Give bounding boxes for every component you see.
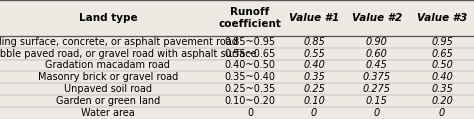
Text: 0.85: 0.85 [303, 37, 325, 47]
Text: Large rubble paved road, or gravel road with asphalt surface: Large rubble paved road, or gravel road … [0, 49, 256, 59]
Text: 0.95: 0.95 [431, 37, 453, 47]
Text: Building surface, concrete, or asphalt pavement road: Building surface, concrete, or asphalt p… [0, 37, 238, 47]
Text: 0: 0 [439, 108, 445, 118]
Text: 0.65: 0.65 [431, 49, 453, 59]
Text: 0.45: 0.45 [366, 60, 388, 70]
Text: 0.10~0.20: 0.10~0.20 [225, 96, 275, 106]
Text: 0.25~0.35: 0.25~0.35 [224, 84, 276, 94]
Text: Value #2: Value #2 [352, 13, 402, 23]
Text: 0.40: 0.40 [303, 60, 325, 70]
Text: 0.10: 0.10 [303, 96, 325, 106]
Text: Unpaved soil road: Unpaved soil road [64, 84, 152, 94]
Text: 0.55~0.65: 0.55~0.65 [224, 49, 276, 59]
Text: 0.60: 0.60 [366, 49, 388, 59]
Text: Gradation macadam road: Gradation macadam road [46, 60, 170, 70]
Text: Value #3: Value #3 [417, 13, 467, 23]
Text: 0: 0 [374, 108, 380, 118]
Text: 0.35: 0.35 [431, 84, 453, 94]
Text: 0.35~0.40: 0.35~0.40 [225, 72, 275, 82]
Text: 0: 0 [311, 108, 317, 118]
Text: Land type: Land type [79, 13, 137, 23]
Text: 0.375: 0.375 [363, 72, 391, 82]
Text: 0.40: 0.40 [431, 72, 453, 82]
Text: Value #1: Value #1 [289, 13, 339, 23]
Text: 0.90: 0.90 [366, 37, 388, 47]
Text: Garden or green land: Garden or green land [56, 96, 160, 106]
Text: 0.25: 0.25 [303, 84, 325, 94]
Text: Water area: Water area [81, 108, 135, 118]
Text: 0.85~0.95: 0.85~0.95 [225, 37, 275, 47]
Text: 0.50: 0.50 [431, 60, 453, 70]
Text: 0.15: 0.15 [366, 96, 388, 106]
Text: Runoff
coefficient: Runoff coefficient [219, 7, 282, 29]
Text: 0.20: 0.20 [431, 96, 453, 106]
Text: 0.35: 0.35 [303, 72, 325, 82]
Text: 0.275: 0.275 [363, 84, 391, 94]
Text: 0.55: 0.55 [303, 49, 325, 59]
Text: 0.40~0.50: 0.40~0.50 [225, 60, 275, 70]
Text: Masonry brick or gravel road: Masonry brick or gravel road [38, 72, 178, 82]
Text: 0: 0 [247, 108, 253, 118]
